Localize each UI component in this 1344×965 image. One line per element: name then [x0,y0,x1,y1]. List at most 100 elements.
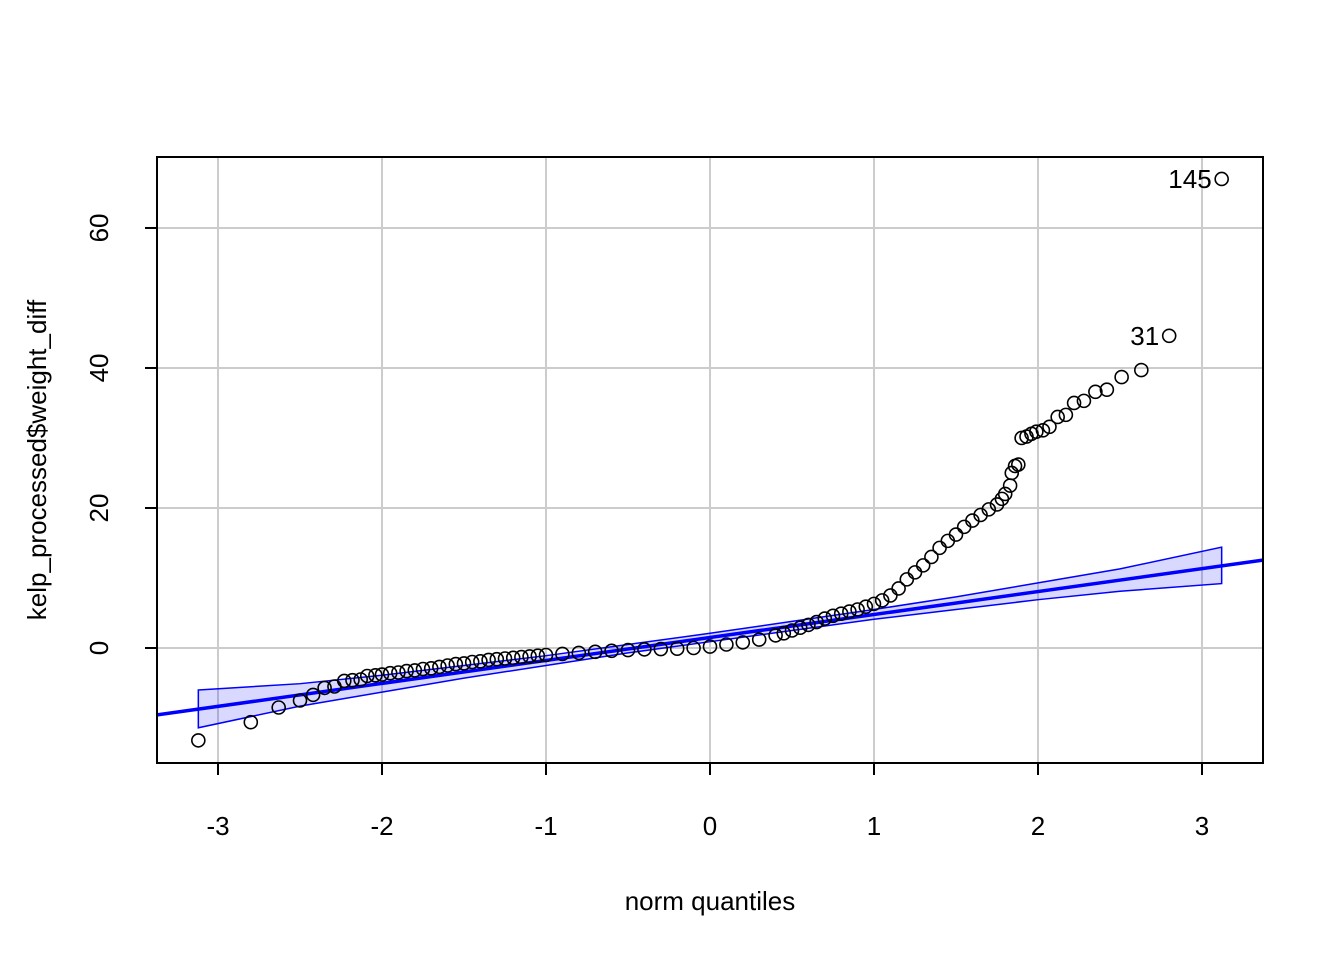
reference-line [157,558,1263,717]
point [915,558,931,573]
point [271,700,286,715]
point [305,687,321,703]
point [1114,369,1129,385]
point [1050,409,1065,425]
point [191,733,206,748]
y-tick-label: 0 [84,641,114,655]
point [571,645,587,661]
point [514,649,529,665]
point [1011,457,1026,472]
point [382,665,398,681]
point [891,581,906,596]
point [604,643,619,659]
point [1099,382,1115,397]
point [407,663,423,678]
points [191,171,1229,748]
point [440,658,455,673]
point [374,667,390,682]
point [317,680,332,696]
point [1088,384,1103,400]
point [874,593,890,608]
point [997,486,1013,502]
x-tick-label: 2 [1031,811,1045,841]
point [866,596,882,612]
point [858,599,874,614]
y-tick-label: 40 [84,354,114,383]
point [456,656,472,671]
point [522,649,537,664]
point [932,540,947,556]
point [981,502,997,517]
point [899,572,915,587]
x-tick-label: 1 [867,811,881,841]
point [399,663,414,679]
x-tick-label: 3 [1195,811,1209,841]
axes: -3 -2 -1 0 1 2 3 0 20 40 60 [84,214,1209,841]
point [751,632,767,647]
point [620,642,636,658]
point [817,611,833,626]
point [530,648,546,663]
point [423,660,439,676]
point [653,641,669,657]
y-tick-label: 60 [84,214,114,243]
point [1134,362,1149,378]
reference-line-group [157,558,1263,717]
point [833,606,849,621]
point [686,640,701,656]
point [505,650,521,666]
point [464,654,480,670]
point [243,714,259,730]
point [669,641,685,656]
x-tick-label: 0 [703,811,717,841]
point [842,604,857,619]
point [809,614,824,630]
point [473,653,488,669]
point [587,644,603,660]
grid [157,157,1263,763]
point [702,639,718,654]
point [924,549,939,565]
point [784,623,800,638]
x-tick-label: -3 [206,811,229,841]
point [359,668,375,684]
point [481,652,496,668]
point [1076,393,1092,409]
point [735,635,751,650]
point [792,620,808,635]
point [825,608,841,624]
point [432,659,447,675]
point [801,617,816,633]
point [292,693,308,708]
point [497,651,513,666]
point [538,647,554,663]
point [1161,328,1177,344]
point [719,637,734,652]
point [391,665,406,680]
y-axis-label: kelp_processed$weight_diff [22,299,52,620]
x-axis-label: norm quantiles [625,886,796,916]
point-annotation: 145 [1168,164,1211,194]
point [637,642,652,657]
point [555,646,570,662]
point [345,672,360,688]
point [1029,424,1044,439]
point [448,656,464,672]
point [907,565,923,580]
point [1066,395,1082,411]
point [768,628,783,643]
point [336,673,352,689]
point [368,667,383,683]
point [1042,419,1057,435]
x-tick-label: -1 [534,811,557,841]
point-annotation: 31 [1130,321,1159,351]
point [415,661,431,677]
point [948,527,964,542]
point [1214,171,1229,187]
point [1058,407,1074,423]
point [489,651,505,667]
point [850,602,865,617]
point [776,625,792,641]
